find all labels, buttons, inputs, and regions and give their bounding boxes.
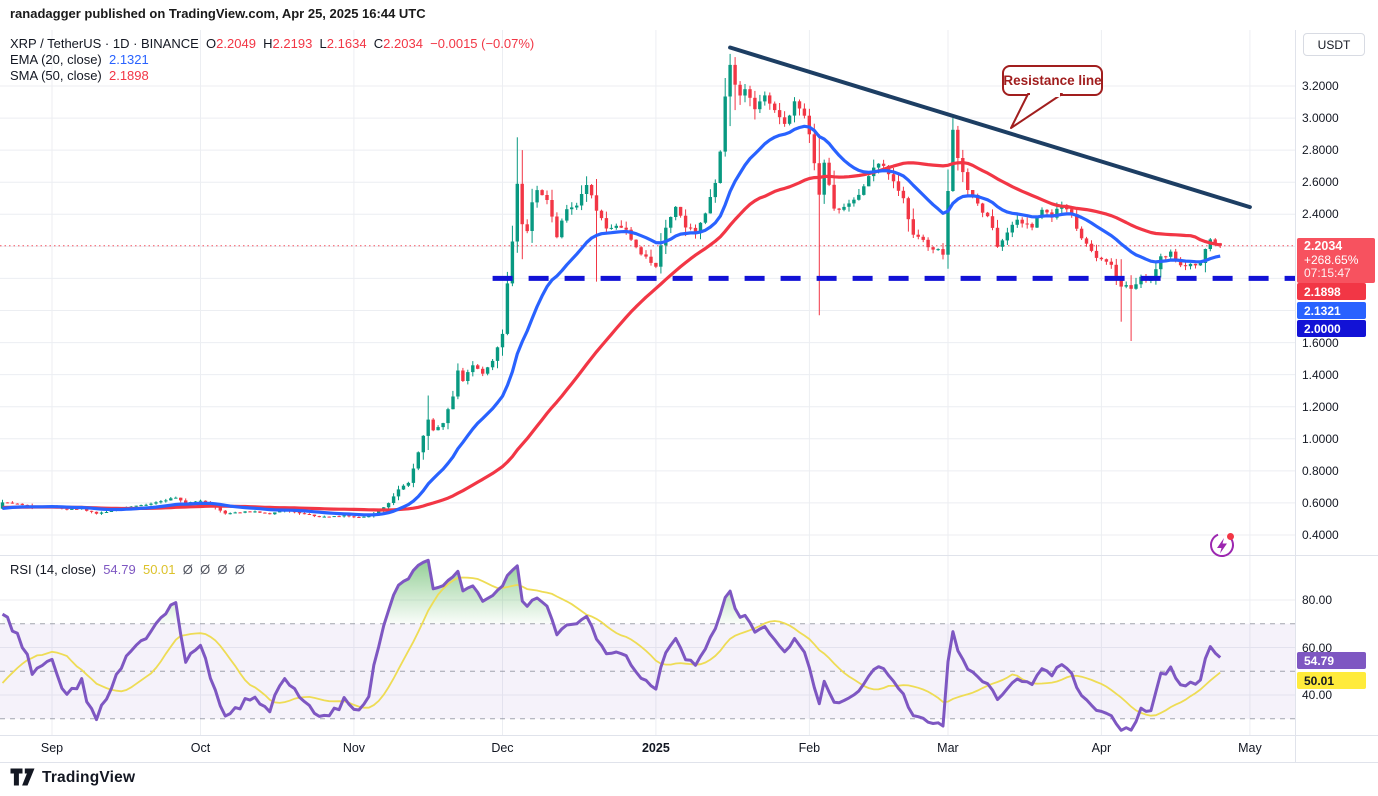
price-tick-label: 1.2000 — [1302, 399, 1339, 414]
bar-countdown: 07:15:47 — [1304, 266, 1351, 280]
legend-segment: L — [319, 36, 327, 51]
resistance-trendline[interactable] — [728, 45, 1252, 210]
legend-segment: 2.2193 — [272, 36, 320, 51]
last-price-value: 2.2034 — [1304, 239, 1343, 253]
legend-segment: 54.79 — [103, 562, 143, 577]
time-tick-label: 2025 — [641, 741, 670, 755]
rsi-value-badge: 54.79 — [1297, 652, 1366, 669]
rsi-legend[interactable]: RSI (14, close) 54.79 50.01 Ø Ø Ø Ø — [10, 562, 245, 578]
time-tick-label: Dec — [491, 741, 514, 755]
tradingview-logo[interactable]: TradingView — [10, 768, 135, 787]
legend-segment: C — [373, 36, 384, 51]
indicator-lines — [1, 124, 1222, 732]
legend-segment: 2.2034 — [383, 36, 431, 51]
price-tick-label: 0.4000 — [1302, 528, 1339, 542]
price-tick-label: 2.6000 — [1302, 175, 1339, 190]
ema-line — [2, 124, 1221, 517]
legend-segment: SMA (50, close) — [10, 68, 109, 83]
legend-segment: O — [206, 36, 217, 51]
legend-segment: 2.1321 — [108, 52, 149, 67]
time-tick-label: Nov — [342, 741, 366, 755]
legend-segment: XRP / TetherUS · 1D · BINANCE — [10, 36, 207, 51]
legend-segment: Ø Ø Ø Ø — [182, 562, 245, 577]
price-change-percent: +268.65% — [1304, 252, 1359, 267]
rsi-tick-label: 60.00 — [1302, 640, 1333, 655]
legend-segment: H — [263, 36, 273, 51]
legend-row[interactable]: RSI (14, close) 54.79 50.01 Ø Ø Ø Ø — [10, 562, 245, 578]
legend-segment: 2.1898 — [108, 68, 149, 83]
candles — [0, 53, 1295, 519]
legend-segment: 2.1634 — [326, 36, 374, 51]
drawings[interactable]: Resistance line — [492, 45, 1295, 281]
time-tick-label: Sep — [40, 741, 64, 755]
legend-segment: EMA (20, close) — [10, 52, 109, 67]
time-tick-label: Oct — [190, 741, 211, 755]
rsi-tick-label: 40.00 — [1302, 688, 1333, 702]
symbol-legend[interactable]: XRP / TetherUS · 1D · BINANCE O2.2049 H2… — [10, 36, 534, 84]
time-tick-label: May — [1238, 741, 1262, 755]
dashed-line-price-badge: 2.0000 — [1297, 320, 1366, 337]
tradingview-logo-mark — [10, 768, 35, 786]
price-tick-label: 3.2000 — [1302, 79, 1339, 93]
legend-segment: −0.0015 (−0.07%) — [430, 36, 535, 51]
legend-row[interactable]: SMA (50, close) 2.1898 — [10, 68, 534, 84]
price-tick-label: 2.8000 — [1302, 143, 1339, 158]
gridlines — [0, 30, 1378, 763]
price-tick-label: 1.4000 — [1302, 367, 1339, 382]
byline: ranadagger published on TradingView.com,… — [10, 6, 426, 21]
sma-line — [2, 161, 1221, 512]
price-tick-label: 1.0000 — [1302, 431, 1339, 446]
price-tick-label: 3.0000 — [1302, 111, 1339, 126]
rsi-ma-value-badge: 50.01 — [1297, 672, 1366, 689]
legend-segment: 50.01 — [142, 562, 183, 577]
currency-unit-button[interactable]: USDT — [1303, 33, 1365, 56]
price-tick-label: 2.4000 — [1302, 207, 1339, 222]
legend-row[interactable]: XRP / TetherUS · 1D · BINANCE O2.2049 H2… — [10, 36, 534, 52]
sma-value-badge: 2.1898 — [1297, 283, 1366, 300]
time-tick-label: Apr — [1091, 741, 1112, 755]
flash-icon[interactable] — [1207, 530, 1238, 561]
time-tick-label: Feb — [798, 741, 821, 755]
price-tick-label: 1.6000 — [1302, 335, 1339, 350]
price-tick-label: 0.8000 — [1302, 463, 1339, 478]
rsi-ma-line — [1, 576, 1221, 717]
tradingview-logo-text: TradingView — [42, 768, 136, 786]
time-tick-label: Mar — [937, 741, 959, 755]
callout-text: Resistance line — [1003, 73, 1102, 88]
legend-segment: RSI (14, close) — [10, 562, 104, 577]
price-tick-label: 0.6000 — [1302, 495, 1339, 510]
rsi-line — [1, 558, 1222, 732]
rsi-tick-label: 80.00 — [1302, 593, 1333, 607]
resistance-callout[interactable]: Resistance line — [1002, 65, 1103, 129]
legend-row[interactable]: EMA (20, close) 2.1321 — [10, 52, 534, 68]
ema-value-badge: 2.1321 — [1297, 302, 1366, 319]
rsi-band — [0, 623, 1295, 720]
legend-segment: 2.2049 — [216, 36, 264, 51]
last-price-badge: 2.2034 +268.65% 07:15:47 — [1297, 238, 1375, 283]
